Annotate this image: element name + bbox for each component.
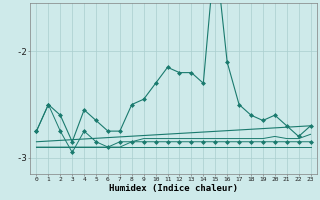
- X-axis label: Humidex (Indice chaleur): Humidex (Indice chaleur): [109, 184, 238, 193]
